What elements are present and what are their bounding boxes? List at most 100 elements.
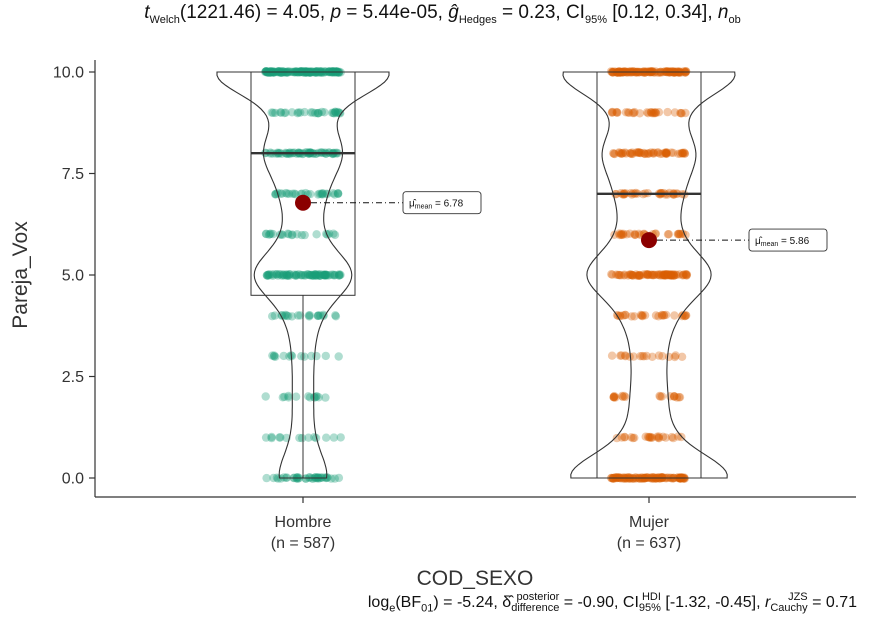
data-point bbox=[298, 271, 308, 280]
data-point bbox=[314, 271, 323, 280]
x-categories: Hombre (n = 587) Mujer (n = 637) bbox=[271, 497, 681, 552]
data-point bbox=[334, 68, 343, 77]
data-point bbox=[669, 270, 678, 280]
data-point bbox=[649, 109, 659, 118]
data-point bbox=[661, 310, 671, 320]
violin-outline bbox=[562, 71, 736, 479]
data-point bbox=[265, 229, 274, 239]
data-point bbox=[284, 189, 294, 198]
data-point bbox=[680, 311, 690, 321]
data-point bbox=[315, 270, 325, 279]
data-point bbox=[313, 311, 322, 321]
chart-title: tWelch(1221.46) = 4.05, p = 5.44e-05, ĝH… bbox=[0, 2, 885, 26]
data-point bbox=[657, 392, 667, 401]
data-point bbox=[275, 67, 285, 76]
data-point bbox=[643, 270, 653, 279]
mean-label-text: μ̂mean = 5.86 bbox=[755, 235, 810, 248]
mean-label-box bbox=[402, 191, 482, 215]
data-point bbox=[304, 433, 313, 442]
data-point bbox=[284, 311, 293, 321]
data-point bbox=[620, 310, 630, 320]
data-point bbox=[662, 148, 671, 158]
data-point bbox=[648, 271, 658, 280]
data-point bbox=[675, 393, 685, 402]
data-point bbox=[660, 271, 669, 280]
data-point bbox=[609, 474, 618, 483]
data-point bbox=[627, 148, 637, 157]
data-point bbox=[631, 474, 640, 483]
data-point bbox=[262, 229, 271, 239]
data-point bbox=[670, 392, 679, 401]
data-point bbox=[610, 393, 619, 402]
data-point bbox=[261, 229, 271, 238]
data-point bbox=[671, 270, 680, 279]
data-point bbox=[618, 392, 627, 402]
data-point bbox=[660, 311, 669, 320]
data-point bbox=[311, 270, 321, 279]
data-point bbox=[628, 271, 638, 280]
data-point bbox=[317, 68, 326, 77]
data-point bbox=[615, 270, 624, 280]
data-point bbox=[274, 67, 284, 76]
data-point bbox=[282, 270, 291, 279]
data-point bbox=[663, 270, 672, 279]
y-tick-label: 2.5 bbox=[62, 369, 84, 386]
data-point bbox=[610, 149, 619, 159]
data-point bbox=[641, 432, 650, 441]
data-point bbox=[285, 270, 294, 279]
data-point bbox=[279, 351, 288, 361]
data-point bbox=[669, 68, 678, 77]
data-point bbox=[678, 149, 687, 158]
data-point bbox=[314, 473, 323, 482]
data-point bbox=[636, 148, 646, 158]
data-point bbox=[675, 67, 684, 76]
mean-symbol: μ̂ bbox=[409, 198, 417, 210]
data-point bbox=[669, 271, 679, 280]
data-point bbox=[293, 311, 303, 320]
data-point bbox=[665, 270, 675, 279]
data-point bbox=[281, 108, 290, 117]
data-point bbox=[262, 473, 271, 483]
group-hombre: μ̂mean = 6.78 bbox=[216, 67, 482, 483]
hdi-value: [-1.32, -0.45], bbox=[660, 594, 765, 612]
data-point bbox=[266, 229, 276, 238]
data-point bbox=[268, 229, 278, 239]
data-point bbox=[663, 67, 672, 76]
data-point bbox=[328, 67, 337, 76]
data-point bbox=[301, 474, 311, 483]
data-point bbox=[314, 311, 323, 320]
hdi-scripts: HDI 95% bbox=[639, 592, 661, 614]
data-point bbox=[311, 108, 320, 118]
data-point bbox=[658, 432, 668, 441]
data-point bbox=[660, 271, 669, 280]
data-point bbox=[620, 474, 629, 483]
data-point bbox=[675, 230, 684, 239]
data-point bbox=[620, 391, 629, 401]
data-point bbox=[320, 270, 329, 280]
data-point bbox=[679, 270, 688, 279]
data-point bbox=[654, 433, 663, 442]
data-point bbox=[272, 270, 281, 279]
data-point bbox=[612, 473, 622, 482]
data-point bbox=[318, 189, 328, 198]
data-point bbox=[681, 311, 690, 320]
data-point bbox=[647, 270, 656, 280]
data-point bbox=[649, 148, 659, 157]
data-point bbox=[333, 107, 343, 117]
data-point bbox=[617, 351, 626, 360]
data-point bbox=[668, 148, 678, 158]
data-point bbox=[313, 67, 322, 76]
mean-sub: mean bbox=[415, 204, 433, 211]
data-point bbox=[653, 68, 662, 77]
data-point bbox=[327, 474, 336, 483]
bf-value: ) = -5.24, bbox=[433, 594, 503, 612]
data-point bbox=[608, 107, 617, 117]
data-point bbox=[305, 68, 315, 77]
hdi-sup: HDI bbox=[641, 591, 661, 603]
data-point bbox=[667, 271, 676, 280]
data-point bbox=[285, 270, 294, 279]
data-point bbox=[314, 108, 323, 118]
data-point bbox=[654, 473, 663, 482]
data-point bbox=[677, 109, 686, 118]
data-point bbox=[667, 270, 676, 279]
